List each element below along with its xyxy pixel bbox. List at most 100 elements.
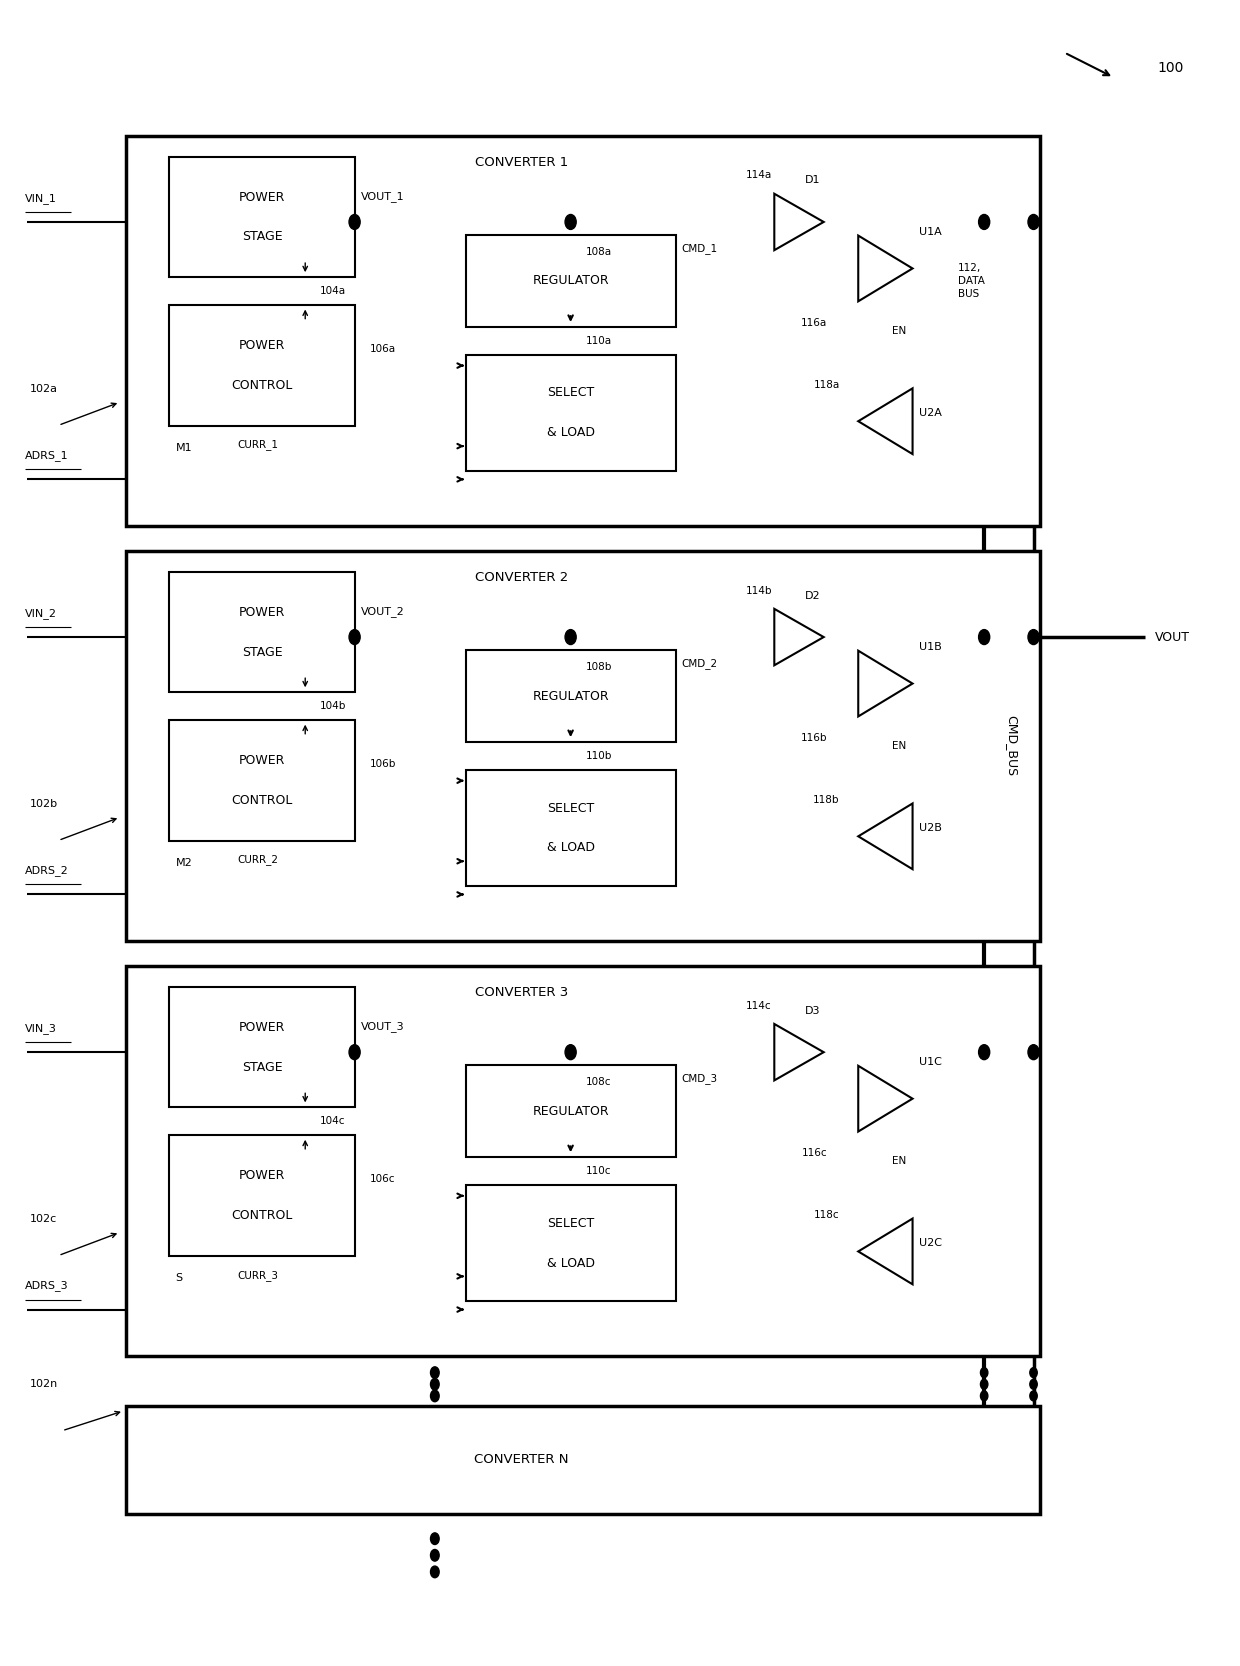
Text: 102b: 102b xyxy=(30,800,58,810)
Text: POWER: POWER xyxy=(239,190,285,203)
Text: CURR_1: CURR_1 xyxy=(237,440,278,450)
Text: 110a: 110a xyxy=(585,335,611,345)
Bar xyxy=(466,1185,676,1301)
Text: 114a: 114a xyxy=(745,170,771,180)
Text: VOUT_2: VOUT_2 xyxy=(361,606,404,616)
Text: 104c: 104c xyxy=(320,1116,346,1126)
Circle shape xyxy=(430,1549,439,1561)
Text: ADRS_3: ADRS_3 xyxy=(25,1281,68,1291)
Bar xyxy=(170,573,355,691)
Text: U2B: U2B xyxy=(919,823,941,833)
Circle shape xyxy=(348,215,360,230)
Text: & LOAD: & LOAD xyxy=(547,841,595,855)
Text: 106b: 106b xyxy=(370,760,396,770)
Bar xyxy=(170,988,355,1106)
Text: 104b: 104b xyxy=(320,701,346,711)
Text: 114b: 114b xyxy=(745,585,771,595)
Text: M2: M2 xyxy=(176,858,192,868)
Text: 102n: 102n xyxy=(30,1379,58,1389)
Circle shape xyxy=(430,1378,439,1389)
Circle shape xyxy=(1030,1368,1037,1378)
Text: POWER: POWER xyxy=(239,755,285,768)
Text: STAGE: STAGE xyxy=(242,230,283,243)
Circle shape xyxy=(981,1379,988,1389)
Text: CMD_BUS: CMD_BUS xyxy=(1004,715,1018,776)
Text: POWER: POWER xyxy=(239,1021,285,1035)
Text: ADRS_1: ADRS_1 xyxy=(25,450,68,461)
Circle shape xyxy=(430,1533,439,1544)
Text: VOUT_3: VOUT_3 xyxy=(361,1021,404,1033)
Text: U2A: U2A xyxy=(919,408,941,418)
Text: VOUT_1: VOUT_1 xyxy=(361,192,404,202)
Bar xyxy=(466,770,676,886)
Circle shape xyxy=(981,1368,988,1378)
Circle shape xyxy=(978,630,990,645)
Text: U1C: U1C xyxy=(919,1058,941,1068)
Text: CONTROL: CONTROL xyxy=(232,378,293,392)
Bar xyxy=(126,1406,1039,1514)
Text: CMD_1: CMD_1 xyxy=(682,243,718,253)
Text: 118b: 118b xyxy=(813,795,839,805)
Text: 118c: 118c xyxy=(815,1210,839,1220)
Text: POWER: POWER xyxy=(239,606,285,618)
Text: U1B: U1B xyxy=(919,641,941,651)
Text: U2C: U2C xyxy=(919,1238,941,1248)
Circle shape xyxy=(1030,1379,1037,1389)
Text: M1: M1 xyxy=(176,443,192,453)
Bar xyxy=(466,355,676,471)
Text: VIN_2: VIN_2 xyxy=(25,608,57,618)
Text: & LOAD: & LOAD xyxy=(547,1256,595,1269)
Circle shape xyxy=(1028,1045,1039,1060)
Text: 114c: 114c xyxy=(746,1001,771,1011)
Bar xyxy=(126,551,1039,941)
Text: CONVERTER N: CONVERTER N xyxy=(474,1453,568,1466)
Circle shape xyxy=(565,1045,577,1060)
Text: CONVERTER 1: CONVERTER 1 xyxy=(475,155,568,168)
Circle shape xyxy=(430,1566,439,1578)
Bar xyxy=(466,650,676,741)
Bar xyxy=(126,135,1039,526)
Text: 106c: 106c xyxy=(370,1175,394,1185)
Text: D1: D1 xyxy=(805,175,821,185)
Text: EN: EN xyxy=(892,741,906,751)
Text: SELECT: SELECT xyxy=(547,801,594,815)
Bar xyxy=(126,966,1039,1356)
Text: SELECT: SELECT xyxy=(547,1216,594,1230)
Circle shape xyxy=(348,1045,360,1060)
Text: CONTROL: CONTROL xyxy=(232,795,293,806)
Text: VIN_1: VIN_1 xyxy=(25,193,57,203)
Text: 108b: 108b xyxy=(585,661,611,671)
Circle shape xyxy=(1028,215,1039,230)
Text: 110c: 110c xyxy=(585,1166,611,1176)
Bar xyxy=(466,1066,676,1156)
Text: S: S xyxy=(176,1273,182,1283)
Circle shape xyxy=(1030,1391,1037,1401)
Circle shape xyxy=(1028,630,1039,645)
Bar xyxy=(466,235,676,327)
Text: 116c: 116c xyxy=(802,1148,827,1158)
Text: 102c: 102c xyxy=(30,1215,57,1225)
Text: 118a: 118a xyxy=(813,380,839,390)
Circle shape xyxy=(981,1391,988,1401)
Text: 100: 100 xyxy=(1157,62,1183,75)
Text: POWER: POWER xyxy=(239,340,285,352)
Text: CONVERTER 3: CONVERTER 3 xyxy=(475,986,568,1000)
Text: ADRS_2: ADRS_2 xyxy=(25,865,68,876)
Circle shape xyxy=(348,630,360,645)
Text: CMD_3: CMD_3 xyxy=(682,1073,718,1085)
Text: CMD_2: CMD_2 xyxy=(682,658,718,670)
Text: 110b: 110b xyxy=(585,751,611,761)
Text: 102a: 102a xyxy=(30,383,58,393)
Bar xyxy=(170,157,355,277)
Circle shape xyxy=(565,630,577,645)
Text: CURR_2: CURR_2 xyxy=(237,855,278,866)
Text: 108a: 108a xyxy=(585,247,611,257)
Text: STAGE: STAGE xyxy=(242,645,283,658)
Text: 112,
DATA
BUS: 112, DATA BUS xyxy=(959,263,985,300)
Text: REGULATOR: REGULATOR xyxy=(532,275,609,288)
Text: VOUT: VOUT xyxy=(1154,630,1189,643)
Text: CONTROL: CONTROL xyxy=(232,1210,293,1223)
Text: 104a: 104a xyxy=(320,287,346,297)
Text: CURR_3: CURR_3 xyxy=(237,1269,278,1281)
Bar xyxy=(170,305,355,426)
